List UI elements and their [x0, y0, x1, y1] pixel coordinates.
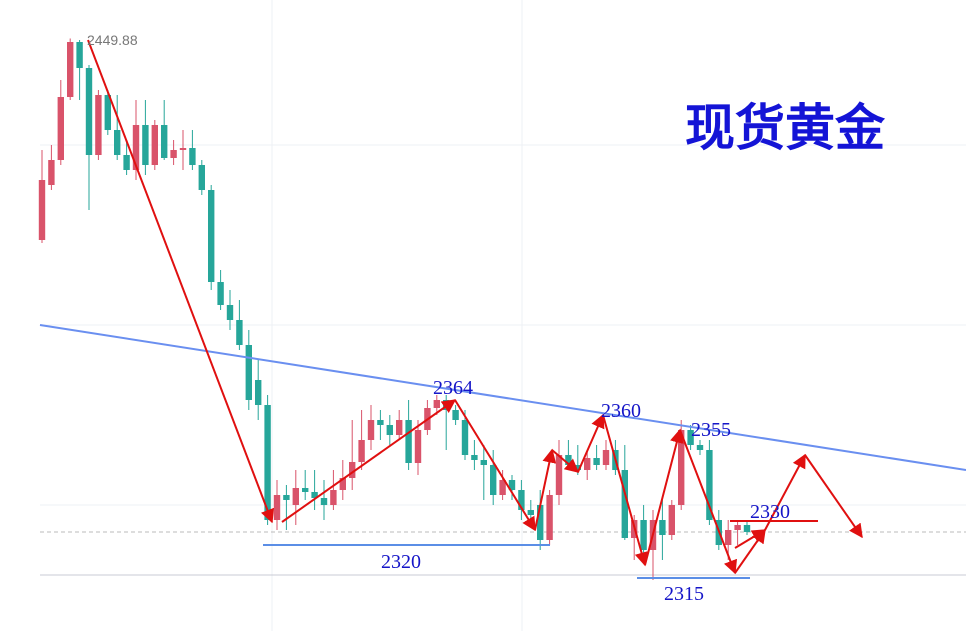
candle-body — [518, 490, 525, 510]
candle-body — [555, 455, 563, 495]
candle-body — [330, 490, 337, 505]
candle-body — [452, 410, 459, 420]
candle-body — [358, 440, 365, 462]
candle-body — [170, 150, 177, 158]
candle-body — [696, 445, 704, 450]
candle-body — [189, 148, 196, 165]
candle-body — [433, 400, 440, 408]
candle-body — [584, 458, 591, 470]
candle-body — [339, 478, 346, 490]
candle-body — [743, 525, 751, 532]
candle-body — [320, 498, 328, 505]
candle-body — [640, 520, 647, 550]
candle-body — [668, 505, 675, 535]
candle-body — [377, 420, 384, 425]
candles — [38, 38, 751, 580]
candle-body — [123, 155, 130, 170]
annotation: 2355 — [691, 419, 731, 441]
candle-body — [593, 458, 600, 465]
annotation: 2330 — [750, 501, 790, 523]
candle-body — [217, 282, 224, 305]
candle-body — [255, 380, 262, 405]
candle-body — [48, 160, 55, 185]
candle-body — [85, 68, 93, 155]
candle-body — [226, 305, 234, 320]
annotation: 2315 — [664, 583, 704, 605]
candle-body — [396, 420, 403, 435]
trend-line — [39, 324, 966, 471]
candle-body — [480, 460, 487, 465]
candle-body — [283, 495, 290, 500]
annotation: 2320 — [381, 551, 421, 573]
candle-body — [414, 430, 422, 463]
candle-body — [471, 455, 478, 460]
candle-body — [264, 405, 271, 520]
candle-body — [132, 125, 140, 170]
candle-body — [602, 450, 610, 465]
grid — [40, 0, 966, 631]
candle-body — [678, 430, 685, 505]
chart-title: 现货黄金 — [685, 98, 886, 157]
arrows — [87, 39, 863, 575]
candle-body — [67, 42, 74, 97]
candle-body — [311, 492, 318, 498]
candle-body — [236, 320, 243, 345]
candle-body — [706, 450, 713, 520]
candle-body — [198, 165, 205, 190]
annotation: 2449.88 — [87, 32, 138, 48]
candle-body — [142, 125, 149, 165]
candle-body — [38, 180, 46, 240]
candle-body — [349, 462, 356, 478]
candle-body — [273, 495, 281, 520]
candle-body — [386, 425, 393, 435]
candle-body — [537, 505, 544, 540]
candle-body — [725, 530, 732, 545]
candle-body — [161, 125, 168, 158]
candle-body — [546, 495, 553, 540]
candle-body — [104, 95, 111, 130]
candle-body — [292, 488, 299, 505]
candle-body — [659, 520, 666, 535]
candle-body — [208, 190, 215, 282]
annotation: 2364 — [433, 377, 473, 399]
candle-body — [734, 525, 741, 530]
candle-body — [179, 148, 187, 150]
candle-body — [302, 488, 309, 492]
candle-body — [114, 130, 121, 155]
candle-body — [499, 480, 506, 495]
candle-body — [245, 345, 252, 400]
candle-body — [508, 480, 516, 490]
candle-body — [527, 510, 534, 515]
candle-body — [151, 125, 158, 165]
candle-body — [405, 420, 412, 463]
candle-body — [57, 97, 64, 160]
candle-body — [490, 465, 497, 495]
candle-body — [367, 420, 375, 440]
candle-body — [76, 42, 83, 68]
candle-body — [461, 420, 469, 455]
annotation: 2360 — [601, 400, 641, 422]
candle-body — [621, 470, 628, 538]
candle-body — [95, 95, 102, 155]
candle-body — [687, 430, 694, 445]
